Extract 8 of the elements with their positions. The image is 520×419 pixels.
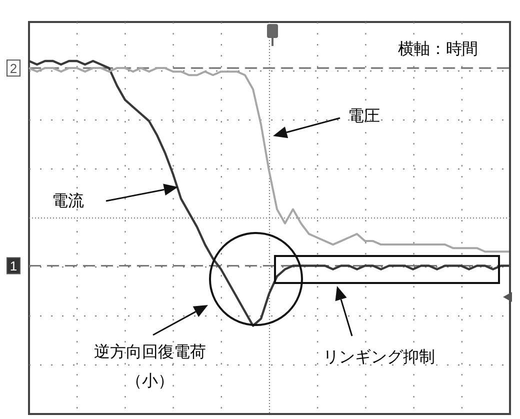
channel-marker: 1 xyxy=(6,257,20,274)
annotation: 逆方向回復電荷 xyxy=(94,343,206,361)
annotation: （小） xyxy=(126,372,174,390)
text: 横軸：時間 xyxy=(398,40,478,58)
annotation: 電流 xyxy=(52,192,84,210)
channel-marker: 2 xyxy=(6,60,20,77)
annotation: リンギング抑制 xyxy=(323,348,435,366)
annotation: 電圧 xyxy=(348,108,380,125)
